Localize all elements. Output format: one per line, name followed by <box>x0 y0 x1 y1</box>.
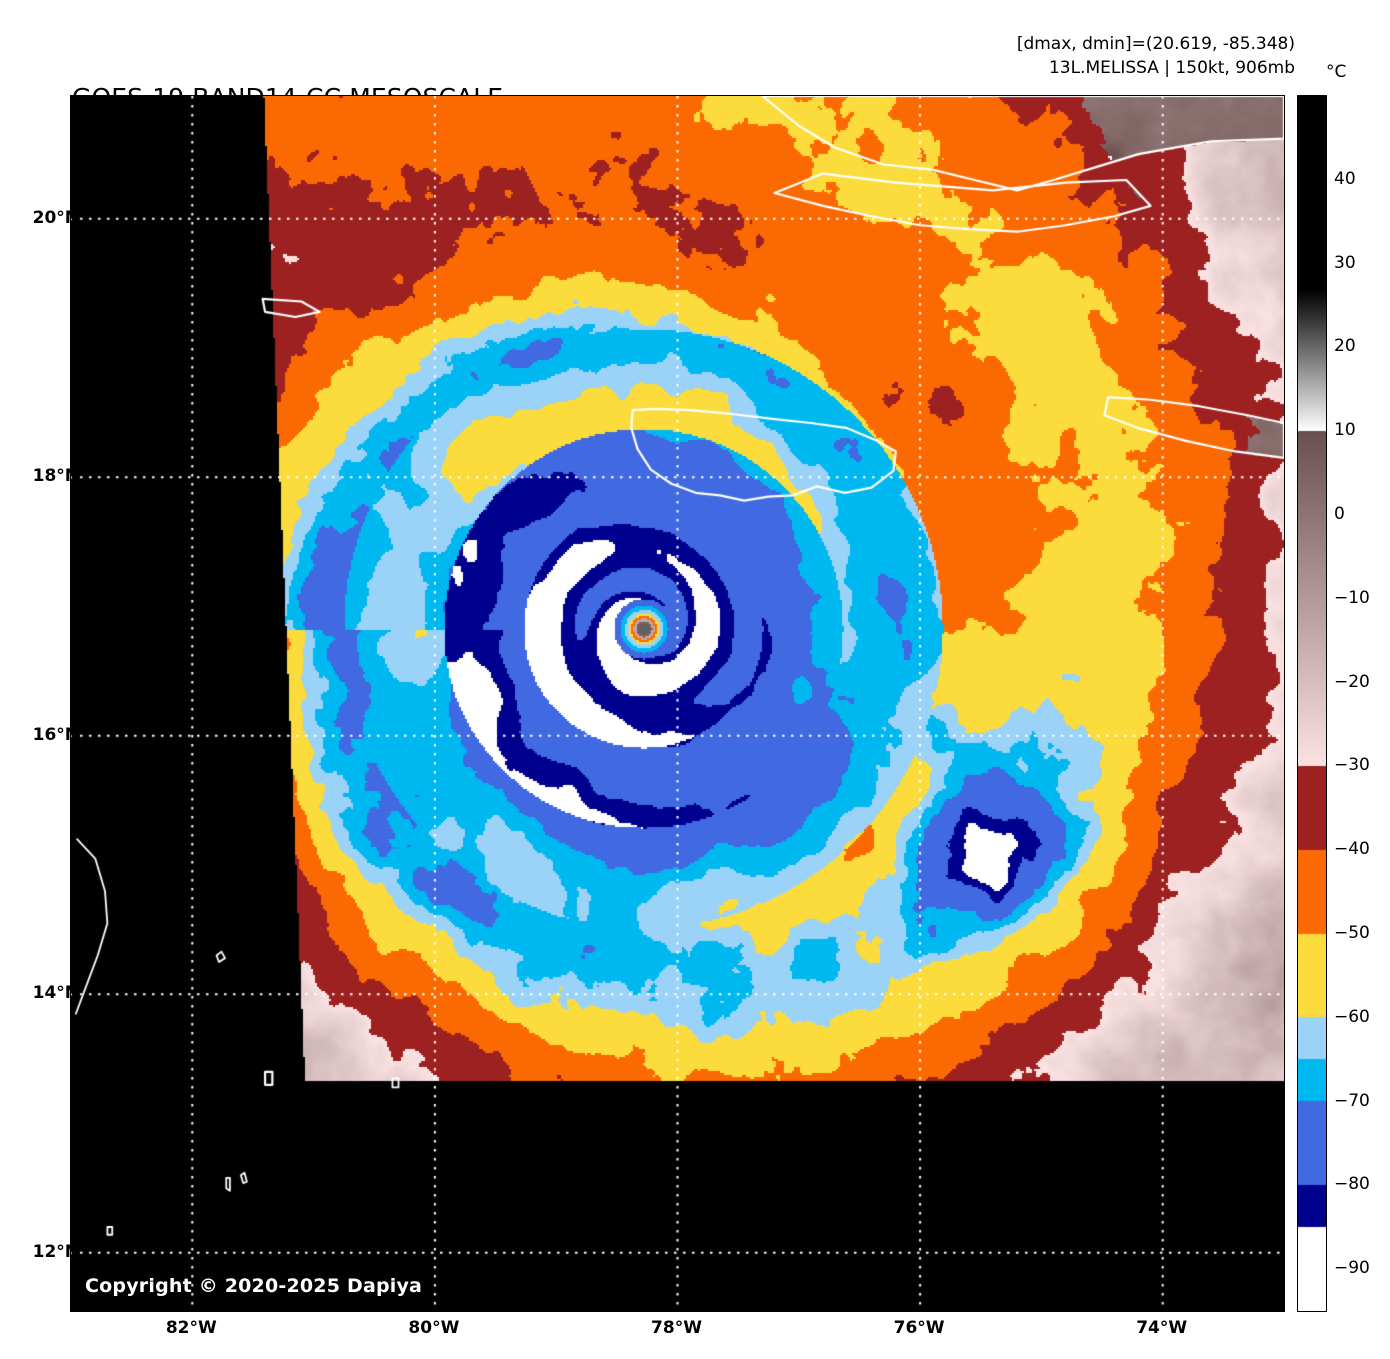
lat-tick-16: 16°N <box>32 724 79 745</box>
lat-tick-14: 14°N <box>32 983 79 1004</box>
temperature-colorbar[interactable] <box>1297 95 1327 1312</box>
colorbar-tick--10: −10 <box>1334 587 1370 608</box>
lon-tick-80: 80°W <box>408 1318 460 1338</box>
colorbar-tick--50: −50 <box>1334 922 1370 943</box>
lat-tick-20: 20°N <box>32 207 79 228</box>
colorbar-tick--40: −40 <box>1334 839 1370 860</box>
header-metadata: [dmax, dmin]=(20.619, -85.348) 13L.MELIS… <box>875 32 1295 80</box>
colorbar-tick-10: 10 <box>1334 420 1356 441</box>
colorbar-tick--60: −60 <box>1334 1006 1370 1027</box>
lat-tick-12: 12°N <box>32 1241 79 1262</box>
satellite-image-plot[interactable]: Copyright © 2020-2025 Dapiya <box>70 95 1285 1312</box>
colorbar-tick--30: −30 <box>1334 755 1370 776</box>
lon-tick-78: 78°W <box>651 1318 702 1338</box>
dmax-dmin-readout: [dmax, dmin]=(20.619, -85.348) <box>1016 34 1295 54</box>
colorbar-unit-label: °C <box>1326 62 1347 82</box>
colorbar-tick-20: 20 <box>1334 336 1356 357</box>
storm-intensity-readout: 13L.MELISSA | 150kt, 906mb <box>1048 58 1295 78</box>
colorbar-tick-30: 30 <box>1334 252 1356 273</box>
colorbar-tick--80: −80 <box>1334 1174 1370 1195</box>
colorbar-gradient <box>1298 96 1326 1311</box>
colorbar-tick--20: −20 <box>1334 671 1370 692</box>
lon-tick-82: 82°W <box>165 1318 217 1338</box>
satellite-imagery-canvas <box>71 96 1284 1311</box>
colorbar-tick--70: −70 <box>1334 1090 1370 1111</box>
colorbar-tick-0: 0 <box>1334 503 1345 524</box>
lon-tick-76: 76°W <box>893 1318 945 1338</box>
lon-tick-74: 74°W <box>1136 1318 1188 1338</box>
copyright-notice: Copyright © 2020-2025 Dapiya <box>85 1275 423 1297</box>
colorbar-tick--90: −90 <box>1334 1258 1370 1279</box>
colorbar-tick-40: 40 <box>1334 168 1356 189</box>
lat-tick-18: 18°N <box>32 466 79 487</box>
